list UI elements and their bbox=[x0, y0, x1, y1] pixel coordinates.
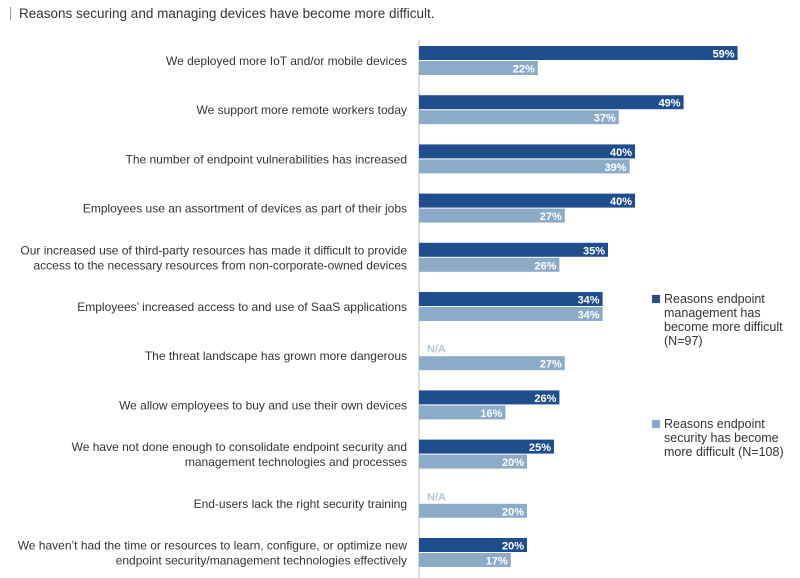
data-label: 39% bbox=[605, 162, 627, 174]
data-label: 49% bbox=[659, 98, 681, 110]
data-label: 27% bbox=[540, 211, 562, 223]
legend-item-security: Reasons endpoint security has become mor… bbox=[652, 417, 792, 459]
data-label: 40% bbox=[610, 147, 632, 159]
data-label: 25% bbox=[529, 442, 551, 454]
data-label: 26% bbox=[534, 393, 556, 405]
bar-security bbox=[419, 61, 538, 75]
bar-security bbox=[419, 405, 506, 420]
legend-label-security: Reasons endpoint security has become mor… bbox=[664, 417, 784, 459]
data-label: 34% bbox=[578, 310, 600, 322]
data-label: 37% bbox=[594, 113, 616, 125]
data-label: 20% bbox=[502, 541, 524, 553]
bar-security bbox=[419, 208, 565, 223]
bar-security bbox=[419, 257, 560, 272]
bar-security bbox=[419, 356, 565, 371]
category-label: The threat landscape has grown more dang… bbox=[145, 349, 407, 363]
data-label: 59% bbox=[713, 49, 735, 61]
bar-security bbox=[419, 503, 527, 518]
na-label: N/A bbox=[427, 491, 446, 503]
category-label: We support more remote workers today bbox=[196, 103, 407, 117]
bar-security bbox=[419, 110, 619, 125]
category-label: Our increased use of third-party resourc… bbox=[20, 243, 407, 257]
category-label: Employees’ increased access to and use o… bbox=[77, 300, 407, 314]
legend-item-management: Reasons endpoint management has become m… bbox=[652, 292, 792, 348]
na-label: N/A bbox=[427, 344, 446, 356]
legend-label-management: Reasons endpoint management has become m… bbox=[664, 292, 783, 348]
bar-security bbox=[419, 553, 511, 567]
data-label: 40% bbox=[610, 196, 632, 208]
category-label: Employees use an assortment of devices a… bbox=[83, 202, 407, 216]
category-label: We haven’t had the time or resources to … bbox=[18, 539, 408, 553]
bar-management bbox=[419, 439, 554, 454]
category-label: endpoint security/management technologie… bbox=[116, 554, 407, 568]
legend-swatch-management bbox=[652, 295, 660, 303]
bar-management bbox=[419, 538, 527, 552]
chart-title: Reasons securing and managing devices ha… bbox=[10, 6, 435, 21]
bar-management bbox=[419, 144, 635, 159]
data-label: 22% bbox=[513, 64, 535, 76]
bar-management bbox=[419, 292, 603, 306]
category-label: The number of endpoint vulnerabilities h… bbox=[125, 152, 407, 166]
bar-management bbox=[419, 95, 684, 110]
category-label: access to the necessary resources from n… bbox=[33, 258, 407, 272]
bar-management bbox=[419, 242, 608, 257]
category-label: End-users lack the right security traini… bbox=[194, 497, 407, 511]
bar-management bbox=[419, 193, 635, 208]
bar-management bbox=[419, 390, 560, 405]
category-label: management technologies and processes bbox=[185, 455, 407, 469]
category-label: We deployed more IoT and/or mobile devic… bbox=[166, 54, 407, 68]
bar-security bbox=[419, 307, 603, 321]
bar-management bbox=[419, 46, 738, 60]
data-label: 20% bbox=[502, 506, 524, 518]
data-label: 34% bbox=[578, 295, 600, 307]
data-label: 20% bbox=[502, 457, 524, 469]
data-label: 27% bbox=[540, 359, 562, 371]
data-label: 35% bbox=[583, 245, 605, 257]
data-label: 16% bbox=[480, 408, 502, 420]
bar-security bbox=[419, 159, 630, 174]
bar-security bbox=[419, 454, 527, 469]
data-label: 26% bbox=[534, 260, 556, 272]
category-label: We have not done enough to consolidate e… bbox=[72, 440, 407, 454]
legend-swatch-security bbox=[652, 420, 660, 428]
data-label: 17% bbox=[486, 556, 508, 568]
category-label: We allow employees to buy and use their … bbox=[119, 398, 407, 412]
